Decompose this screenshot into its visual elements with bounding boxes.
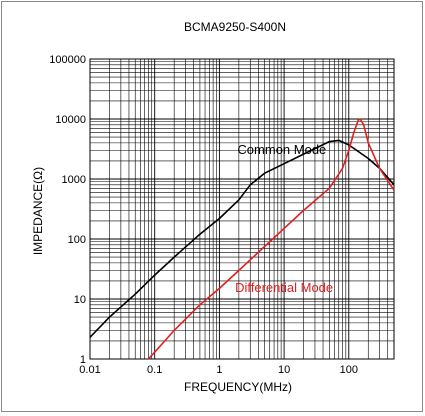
y-axis-label: IMPEDANCE(Ω) [31, 167, 45, 255]
x-tick-label: 10 [278, 364, 290, 376]
chart-title: BCMA9250-S400N [184, 20, 286, 34]
y-tick-label: 10000 [55, 114, 86, 126]
x-tick-label: 100 [340, 364, 358, 376]
y-tick-label: 1000 [62, 174, 86, 186]
y-tick-label: 1 [80, 354, 86, 366]
impedance-chart: BCMA9250-S400N 0.01 0.1 1 10 100 11010010001… [31, 20, 395, 394]
plot-border [89, 58, 395, 360]
x-axis-label: FREQUENCY(MHz) [184, 380, 292, 394]
x-tick-label: 0.01 [79, 364, 100, 376]
y-tick-label: 100000 [49, 54, 86, 66]
x-tick-label: 0.1 [147, 364, 162, 376]
y-tick-labels: 1 10 100 1000 10000 100000 [49, 54, 86, 366]
y-tick-label: 10 [74, 294, 86, 306]
plot-area-border [89, 58, 395, 360]
x-tick-label: 1 [216, 364, 222, 376]
differential-mode-line [147, 118, 395, 360]
differential-mode-annotation: Differential Mode [235, 280, 333, 295]
annotations: Common Mode Differential Mode [235, 142, 333, 295]
common-mode-line [89, 139, 395, 338]
x-tick-labels: 0.01 0.1 1 10 100 [79, 364, 358, 376]
y-tick-label: 100 [68, 234, 86, 246]
series-lines [89, 118, 395, 360]
common-mode-annotation: Common Mode [237, 142, 326, 157]
grid [89, 59, 395, 360]
